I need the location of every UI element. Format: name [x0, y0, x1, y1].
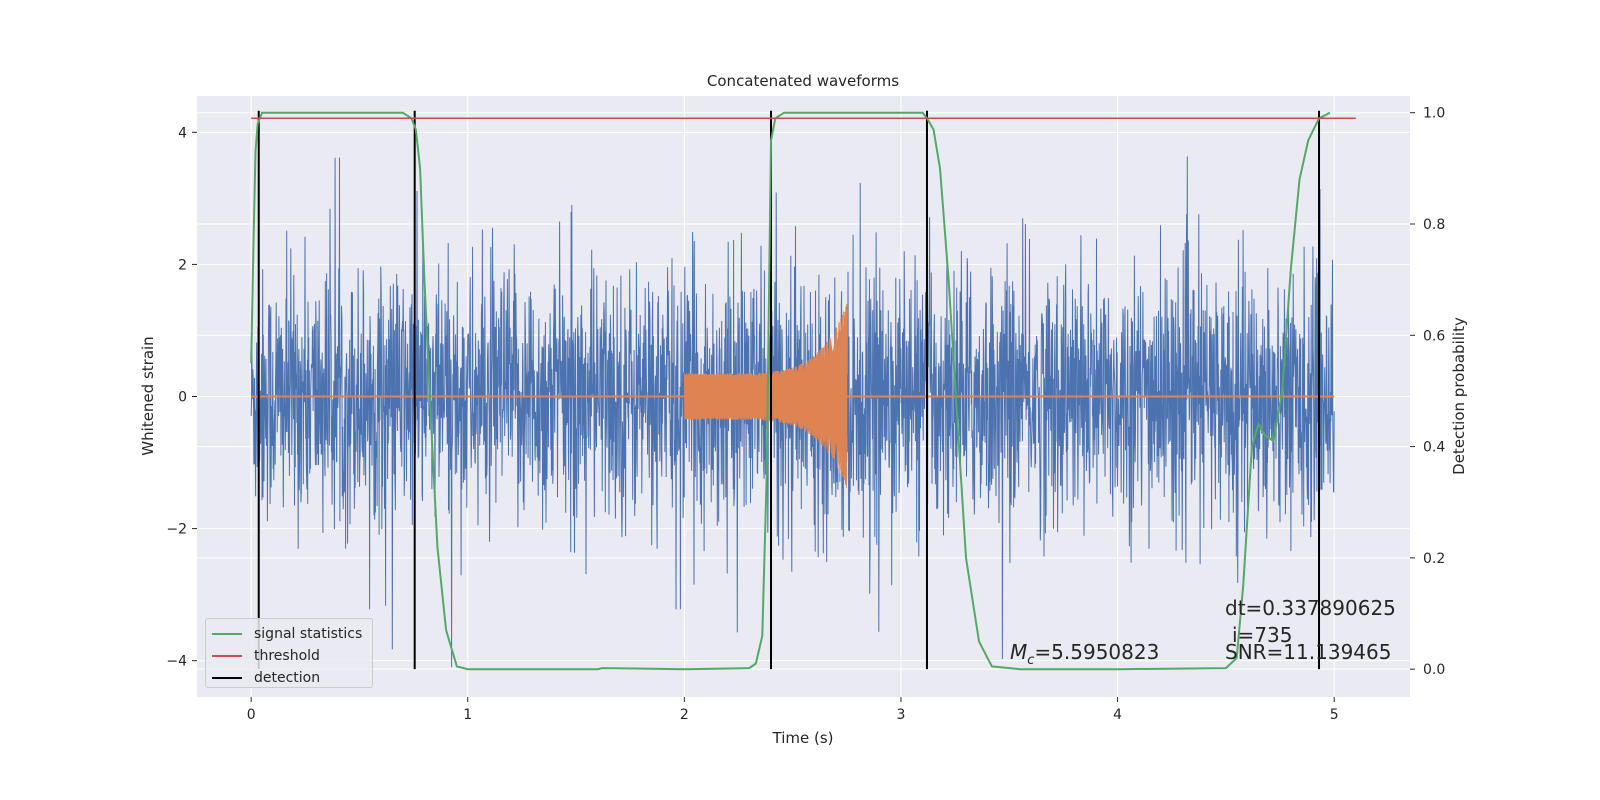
- legend: signal statistics threshold detection: [205, 618, 373, 688]
- x-tick-label: 4: [1113, 707, 1122, 723]
- x-axis-label: Time (s): [772, 729, 834, 747]
- legend-swatch-threshold: [212, 655, 242, 657]
- annotation-index: i=735: [1232, 623, 1293, 647]
- annotation-chirp-mass-value: =5.5950823: [1034, 640, 1159, 664]
- y-tick-label: 4: [178, 125, 187, 141]
- series-detection: [257, 110, 1321, 670]
- x-axis-ticks: 0 1 2 3 4 5: [247, 697, 1339, 723]
- plot-series: [250, 110, 1356, 671]
- annotation-chirp-mass-symbol: M: [1010, 640, 1027, 664]
- y2-tick-label: 1.0: [1423, 106, 1445, 122]
- y2-tick-label: 0.8: [1423, 217, 1445, 233]
- y-tick-label: 0: [178, 390, 187, 406]
- y2-tick-label: 0.6: [1423, 328, 1445, 344]
- x-tick-label: 5: [1330, 707, 1339, 723]
- x-tick-label: 2: [680, 707, 689, 723]
- series-template: [683, 303, 848, 488]
- legend-item: threshold: [212, 645, 372, 667]
- y-tick-label: 2: [178, 257, 187, 273]
- annotation-chirp-mass: Mc=5.5950823: [1010, 640, 1159, 668]
- y2-tick-label: 0.4: [1423, 440, 1445, 456]
- legend-label: threshold: [254, 648, 320, 664]
- legend-label: detection: [254, 670, 321, 686]
- x-tick-label: 0: [247, 707, 256, 723]
- chart-title: Concatenated waveforms: [707, 72, 899, 90]
- annotation-snr: SNR=11.139465: [1225, 640, 1391, 664]
- series-signal-statistics: [250, 111, 1331, 671]
- y-axis-ticks: −4 −2 0 2 4: [166, 125, 197, 670]
- y2-axis-ticks: 0.0 0.2 0.4 0.6 0.8 1.0: [1410, 106, 1445, 678]
- y2-tick-label: 0.2: [1423, 551, 1445, 567]
- legend-item: signal statistics: [212, 623, 372, 645]
- legend-label: signal statistics: [254, 626, 363, 642]
- y2-tick-label: 0.0: [1423, 662, 1445, 678]
- annotation-chirp-mass-subscript: c: [1027, 653, 1034, 668]
- y-axis-label: Whitened strain: [139, 336, 157, 455]
- annotation-dt: dt=0.337890625: [1225, 596, 1396, 620]
- x-tick-label: 1: [463, 707, 472, 723]
- legend-swatch-detection: [212, 677, 242, 679]
- legend-swatch-signal-statistics: [212, 633, 242, 635]
- x-tick-label: 3: [897, 707, 906, 723]
- y-tick-label: −4: [166, 654, 187, 670]
- y-tick-label: −2: [166, 522, 187, 538]
- y2-axis-label: Detection probability: [1450, 317, 1468, 475]
- legend-item: detection: [212, 667, 372, 689]
